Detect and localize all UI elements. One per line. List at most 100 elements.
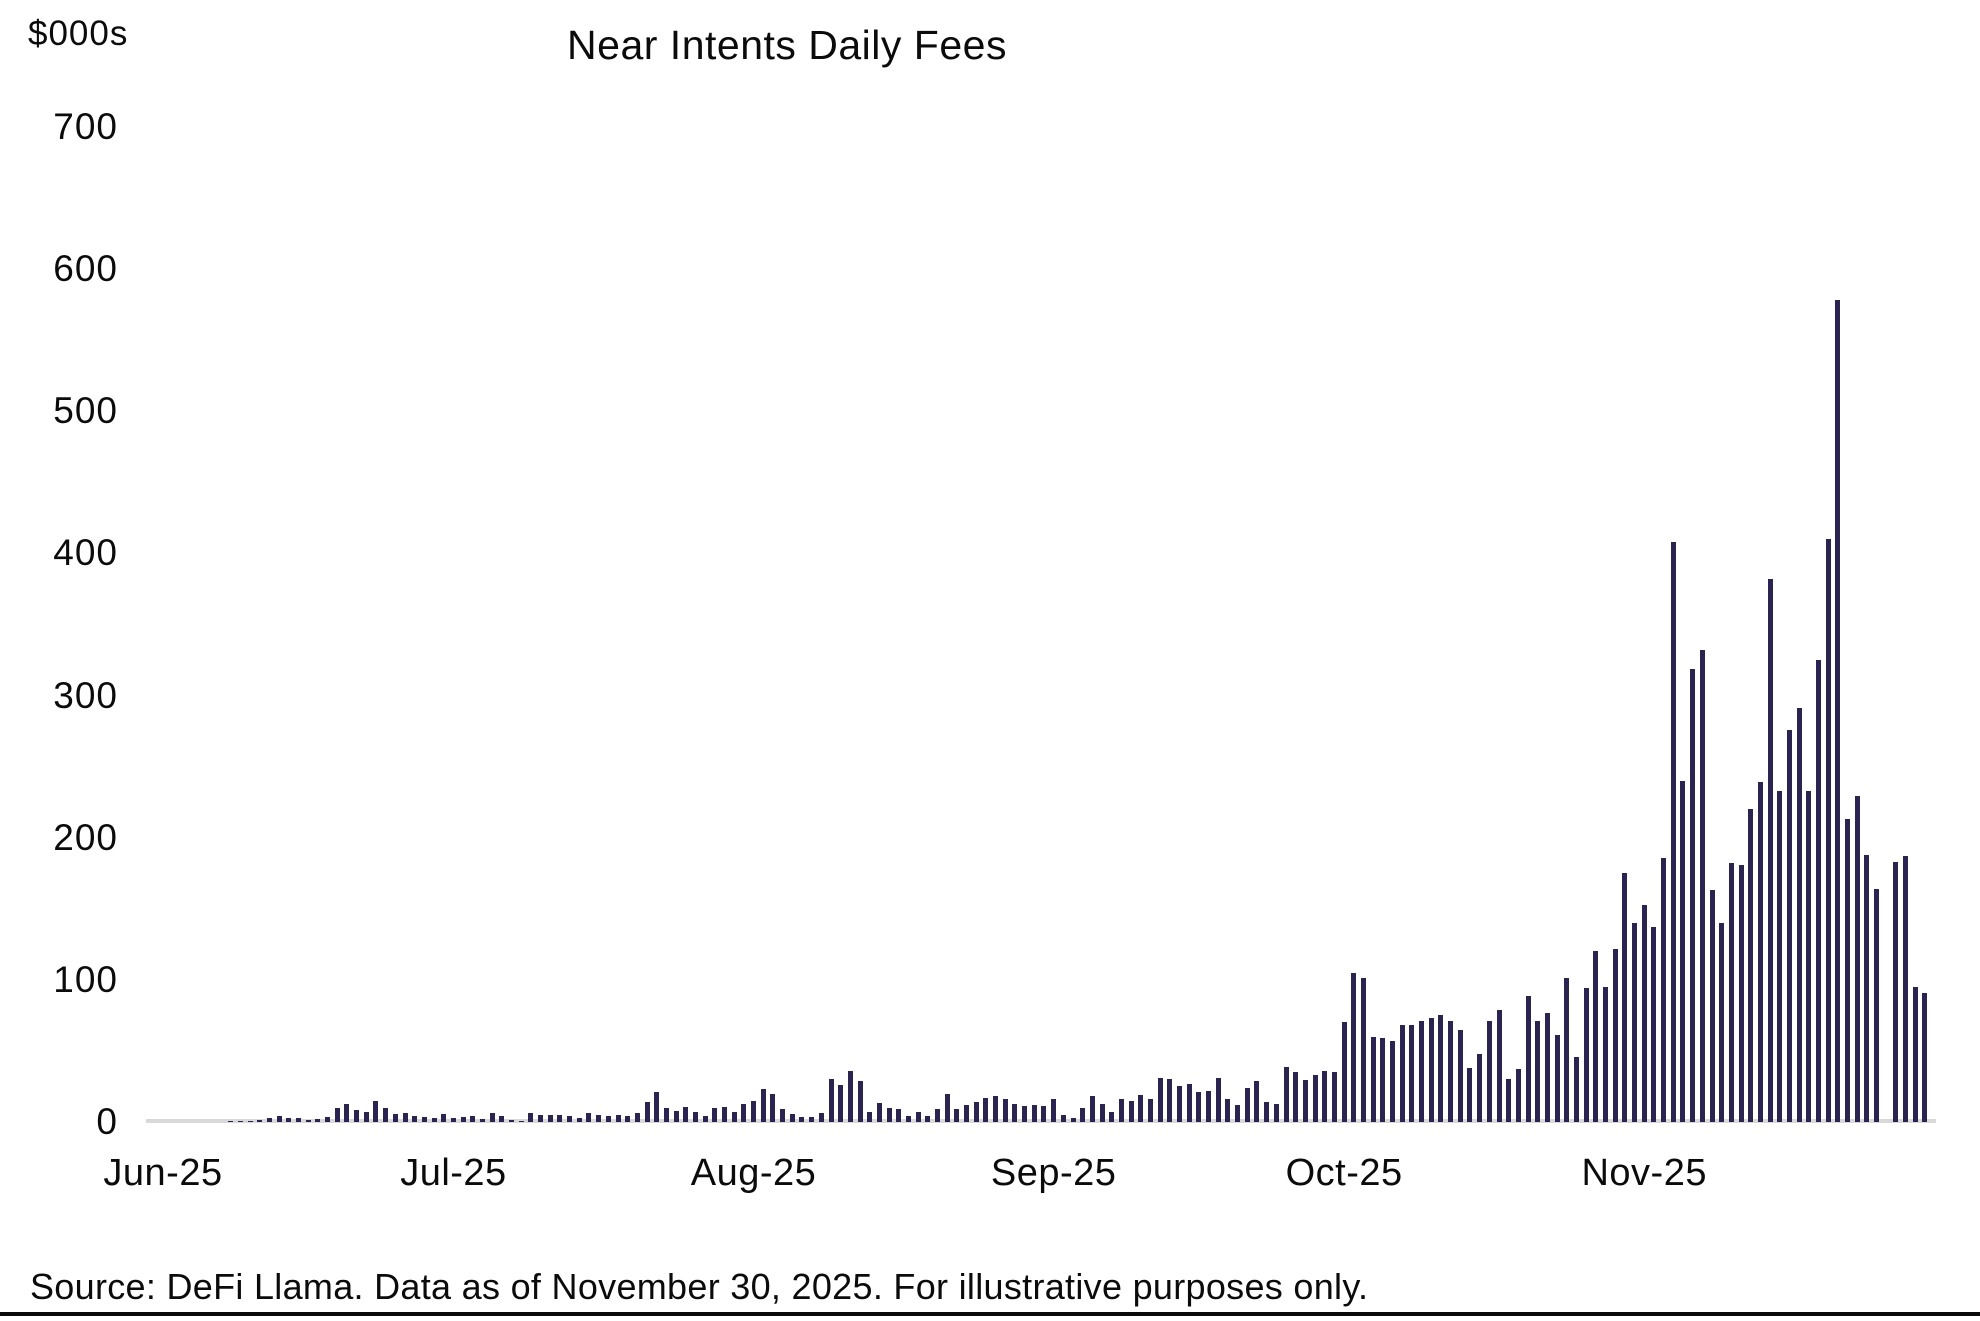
y-axis-tick-label: 700 — [53, 106, 118, 147]
bar — [1864, 855, 1870, 1122]
bar — [1399, 1025, 1405, 1122]
bar — [654, 1092, 660, 1122]
bar — [722, 1107, 727, 1122]
bar — [1496, 1010, 1502, 1122]
bar — [1186, 1084, 1192, 1122]
bar — [673, 1111, 679, 1122]
bar — [1157, 1078, 1163, 1122]
bar — [692, 1112, 698, 1122]
bar — [1312, 1075, 1318, 1122]
bar — [857, 1081, 863, 1122]
bar — [1457, 1030, 1463, 1122]
bar — [1593, 951, 1599, 1122]
bar — [499, 1116, 505, 1122]
bar — [1903, 856, 1909, 1122]
bar — [1506, 1079, 1512, 1122]
bar — [354, 1110, 360, 1122]
bar — [528, 1113, 534, 1122]
bar — [1099, 1104, 1105, 1122]
bar — [1796, 708, 1802, 1122]
bar — [1515, 1069, 1521, 1122]
bar — [1845, 819, 1851, 1122]
bar — [1138, 1095, 1144, 1122]
bar — [828, 1079, 834, 1122]
y-axis-tick-label: 500 — [53, 390, 118, 432]
bar — [1031, 1105, 1037, 1122]
bar — [383, 1108, 389, 1122]
bar — [1786, 730, 1792, 1122]
x-axis-label: Nov-25 — [1581, 1152, 1707, 1194]
bar — [1486, 1021, 1492, 1122]
bar — [1816, 660, 1821, 1122]
bar — [363, 1112, 369, 1122]
bar — [1922, 993, 1928, 1122]
bar — [1254, 1081, 1260, 1122]
bar — [1573, 1057, 1579, 1122]
bar — [237, 1121, 243, 1122]
bar — [1893, 862, 1899, 1122]
x-axis-label: Oct-25 — [1285, 1152, 1403, 1194]
bar — [1661, 858, 1667, 1122]
bar — [1147, 1099, 1153, 1122]
bar — [1641, 905, 1647, 1122]
bar — [954, 1109, 960, 1122]
bar — [867, 1112, 873, 1122]
bar — [760, 1089, 766, 1122]
bar — [334, 1108, 340, 1122]
bar — [644, 1102, 650, 1122]
bar — [1002, 1099, 1008, 1122]
bar — [257, 1120, 263, 1122]
bar — [1322, 1071, 1328, 1122]
bar — [789, 1114, 795, 1122]
bar — [228, 1121, 234, 1122]
bar — [905, 1116, 911, 1122]
y-axis-tick-label: 300 — [53, 674, 118, 716]
bar — [325, 1117, 331, 1122]
bar — [741, 1104, 747, 1122]
bar — [702, 1116, 708, 1122]
bar — [1080, 1108, 1086, 1122]
bar — [1351, 973, 1357, 1122]
bar — [915, 1112, 921, 1122]
bar — [847, 1071, 853, 1122]
bar — [1370, 1037, 1376, 1122]
bar — [625, 1116, 631, 1122]
bar — [1235, 1105, 1241, 1122]
bar — [596, 1115, 602, 1122]
bar — [1854, 796, 1860, 1122]
bar — [983, 1098, 989, 1122]
bar — [1060, 1115, 1066, 1122]
bar — [460, 1117, 466, 1122]
bar — [1070, 1118, 1076, 1122]
bar — [1544, 1013, 1550, 1122]
bar — [266, 1118, 272, 1122]
bar — [944, 1094, 950, 1122]
bar — [1167, 1079, 1173, 1122]
bar — [1757, 782, 1763, 1122]
bar — [1264, 1102, 1270, 1122]
bar — [770, 1094, 776, 1122]
bar — [392, 1114, 398, 1122]
bar — [818, 1113, 824, 1122]
bar — [247, 1121, 253, 1122]
bar — [1244, 1088, 1250, 1122]
bar — [1109, 1112, 1115, 1122]
bar — [1525, 996, 1531, 1122]
bar — [450, 1118, 456, 1122]
bar — [1719, 923, 1725, 1122]
bar — [1273, 1104, 1279, 1122]
bar — [634, 1113, 640, 1122]
bar — [1477, 1054, 1483, 1122]
bar — [838, 1085, 844, 1122]
bar — [1089, 1096, 1095, 1122]
bar — [1380, 1038, 1386, 1122]
bar — [315, 1119, 321, 1122]
bar — [896, 1109, 902, 1122]
bar — [1670, 542, 1676, 1122]
bar — [470, 1116, 476, 1122]
bar — [683, 1107, 689, 1122]
bar — [712, 1108, 718, 1122]
bar — [1196, 1092, 1202, 1122]
footer-rule — [0, 1312, 1980, 1316]
bar — [1225, 1099, 1231, 1122]
